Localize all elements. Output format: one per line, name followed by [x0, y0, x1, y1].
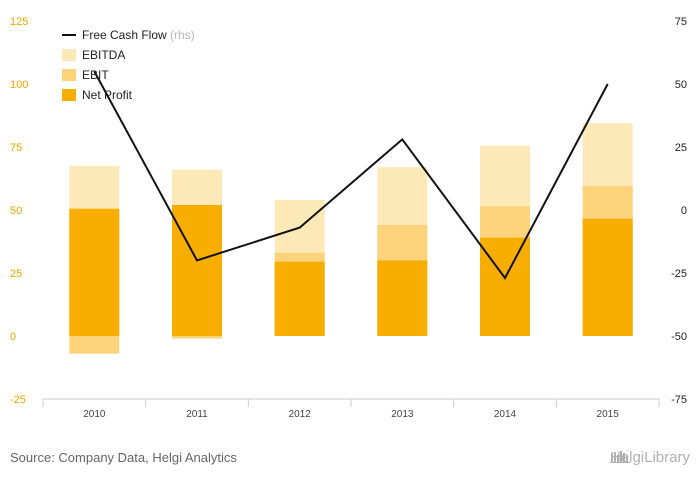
y-right-tick-label: -75	[671, 394, 687, 406]
legend-label-net-profit: Net Profit	[82, 88, 133, 102]
legend-swatch-net-profit	[62, 89, 76, 101]
bar-net-profit-2013	[377, 260, 428, 336]
brand-name: HelgiLibrary	[609, 449, 690, 466]
bar-ebit-2011	[172, 336, 222, 339]
brand-logo: HelgiLibrary	[609, 449, 690, 466]
bar-net-profit-2010	[69, 208, 120, 336]
x-tick-label-2013: 2013	[391, 409, 414, 420]
y-right-tick-label: -25	[671, 268, 687, 280]
y-right-tick-label: 0	[681, 205, 687, 217]
bar-net-profit-2012	[274, 261, 325, 336]
x-tick-label-2011: 2011	[186, 409, 208, 420]
bar-net-profit-2014	[480, 237, 530, 336]
y-left-tick-label: 50	[10, 205, 22, 217]
legend-suffix-rhs: (rhs)	[170, 28, 195, 42]
y-right-tick-label: 50	[675, 79, 687, 91]
line-free-cash-flow	[93, 70, 609, 280]
y-left-tick-label: -25	[10, 394, 26, 406]
bar-net-profit-2011	[172, 205, 222, 336]
y-right-tick-label: 75	[675, 16, 687, 28]
x-tick-label-2010: 2010	[83, 409, 106, 420]
bar-ebit-2010	[69, 336, 120, 354]
y-right-tick-label: -50	[671, 331, 687, 343]
legend-swatch-ebitda	[62, 49, 76, 61]
y-left-tick-label: 100	[10, 79, 28, 91]
legend-label-ebit: EBIT	[82, 68, 109, 82]
bar-net-profit-2015	[582, 218, 633, 336]
legend-label-free-cash-flow: Free Cash Flow (rhs)	[82, 28, 195, 42]
x-tick-label-2014: 2014	[494, 409, 517, 420]
y-left-tick-label: 125	[10, 16, 28, 28]
y-right-tick-label: 25	[675, 142, 687, 154]
source-note: Source: Company Data, Helgi Analytics	[10, 450, 237, 465]
legend-label-ebitda: EBITDA	[82, 48, 125, 62]
library-icon	[609, 451, 630, 463]
x-tick-label-2012: 2012	[289, 409, 312, 420]
y-left-tick-label: 0	[10, 331, 16, 343]
x-tick-label-2015: 2015	[597, 409, 620, 420]
y-left-tick-label: 25	[10, 268, 22, 280]
y-left-tick-label: 75	[10, 142, 22, 154]
legend-swatch-ebit	[62, 69, 76, 81]
